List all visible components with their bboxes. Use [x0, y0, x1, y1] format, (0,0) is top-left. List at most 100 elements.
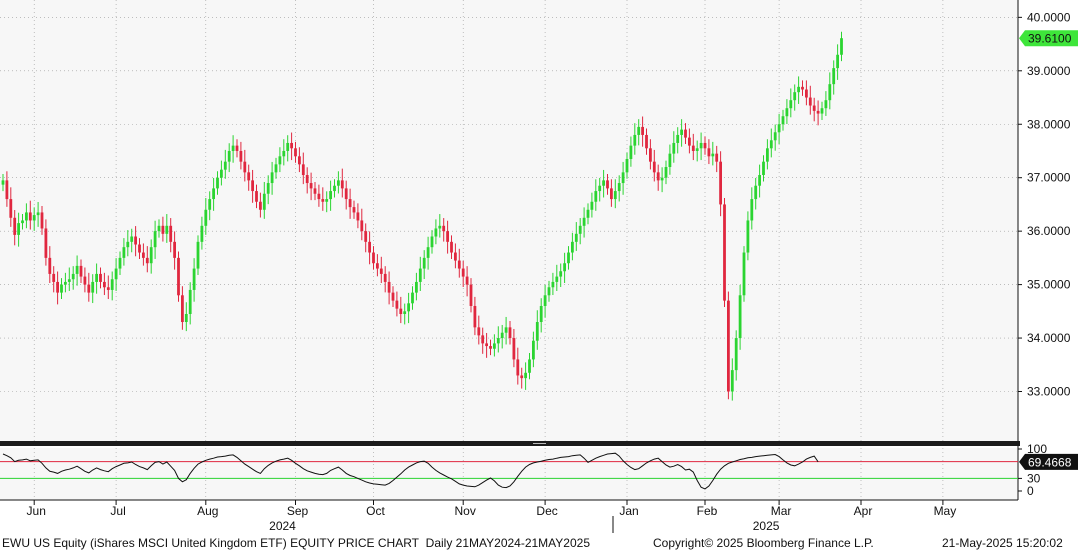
candle-body	[582, 217, 586, 226]
candle-body	[485, 343, 488, 347]
candle-body	[769, 140, 773, 149]
candle-body	[278, 156, 282, 165]
candle-body	[450, 241, 453, 253]
candle-body	[785, 108, 789, 117]
candle-body	[703, 142, 707, 149]
candle-body	[512, 338, 516, 360]
candle-body	[255, 191, 258, 202]
candle-body	[270, 172, 274, 184]
candle-body	[379, 268, 383, 274]
month-label: Nov	[455, 504, 476, 518]
candle-body	[684, 129, 687, 138]
candle-body	[1, 180, 5, 185]
candle-body	[208, 199, 212, 210]
candle-body	[337, 180, 340, 186]
lower-tick-label: 100	[1027, 442, 1047, 456]
candle-body	[532, 340, 535, 360]
chart-title: EWU US Equity (iShares MSCI United Kingd…	[2, 536, 590, 550]
candle-body	[169, 225, 173, 242]
price-tick-label: 34.0000	[1027, 331, 1071, 345]
candle-body	[711, 153, 715, 157]
candle-body	[192, 268, 196, 290]
candle-body	[110, 279, 114, 290]
month-label: Dec	[536, 504, 557, 518]
candle-body	[184, 313, 188, 323]
candle-body	[539, 305, 543, 323]
candle-body	[415, 281, 418, 293]
candle-body	[828, 84, 832, 101]
candle-body	[71, 273, 75, 280]
price-tick-label: 37.0000	[1027, 171, 1071, 185]
candle-body	[372, 252, 375, 264]
candle-body	[60, 284, 63, 293]
candle-body	[723, 204, 726, 301]
candle-body	[520, 375, 524, 379]
last-price-marker	[1019, 30, 1078, 47]
month-label: Jun	[27, 504, 46, 518]
candle-body	[91, 281, 95, 293]
candle-body	[742, 252, 746, 296]
candle-body	[28, 212, 32, 221]
candle-body	[586, 209, 590, 218]
candle-body	[446, 231, 449, 242]
month-label: Aug	[197, 504, 218, 518]
candle-body	[812, 105, 816, 111]
copyright-text: Copyright© 2025 Bloomberg Finance L.P.	[653, 536, 874, 550]
candle-body	[305, 175, 309, 184]
price-tick-label: 36.0000	[1027, 224, 1071, 238]
candle-body	[321, 199, 325, 202]
candle-body	[391, 292, 395, 301]
lower-last-label: 69.4668	[1028, 455, 1072, 469]
lower-indicator-line	[2, 452, 819, 490]
candle-body	[177, 257, 180, 296]
candle-body	[668, 153, 672, 168]
candle-body	[196, 241, 200, 269]
candle-body	[781, 116, 785, 125]
candle-body	[438, 225, 442, 229]
candle-body	[40, 212, 44, 229]
candle-body	[286, 142, 290, 151]
candle-body	[282, 150, 286, 157]
candle-body	[649, 148, 652, 162]
candle-body	[528, 359, 531, 373]
candle-body	[824, 100, 828, 109]
candle-body	[633, 134, 637, 146]
candle-body	[188, 289, 192, 314]
candle-body	[181, 295, 184, 323]
candle-body	[106, 287, 110, 290]
candle-body	[672, 142, 676, 154]
footer-bar: EWU US Equity (iShares MSCI United Kingd…	[0, 534, 1078, 552]
candle-body	[145, 257, 149, 264]
candle-body	[606, 180, 609, 189]
candle-body	[840, 38, 843, 55]
candle-body	[430, 236, 434, 248]
candle-body	[801, 86, 804, 90]
candle-body	[235, 145, 239, 151]
candle-body	[274, 164, 278, 173]
candle-body	[625, 158, 629, 173]
candle-body	[652, 161, 656, 173]
candle-body	[259, 201, 262, 210]
candle-body	[325, 199, 329, 202]
candle-body	[664, 167, 668, 178]
candle-body	[473, 305, 477, 328]
month-label: Mar	[771, 504, 792, 518]
candle-body	[559, 271, 563, 277]
candle-body	[67, 279, 71, 282]
lower-tick-label: 0	[1027, 484, 1034, 498]
candle-body	[149, 247, 153, 264]
candle-body	[298, 156, 301, 165]
candle-body	[590, 201, 594, 210]
candle-body	[216, 177, 219, 189]
candle-body	[496, 338, 500, 344]
candle-body	[695, 148, 699, 151]
candle-body	[227, 150, 231, 162]
candle-body	[613, 191, 617, 200]
candle-body	[680, 129, 683, 135]
candles-group	[1, 31, 843, 401]
candle-body	[387, 281, 391, 293]
panel-separator	[0, 441, 1020, 446]
candle-body	[317, 193, 321, 200]
candle-body	[676, 134, 680, 143]
candle-body	[5, 180, 9, 200]
